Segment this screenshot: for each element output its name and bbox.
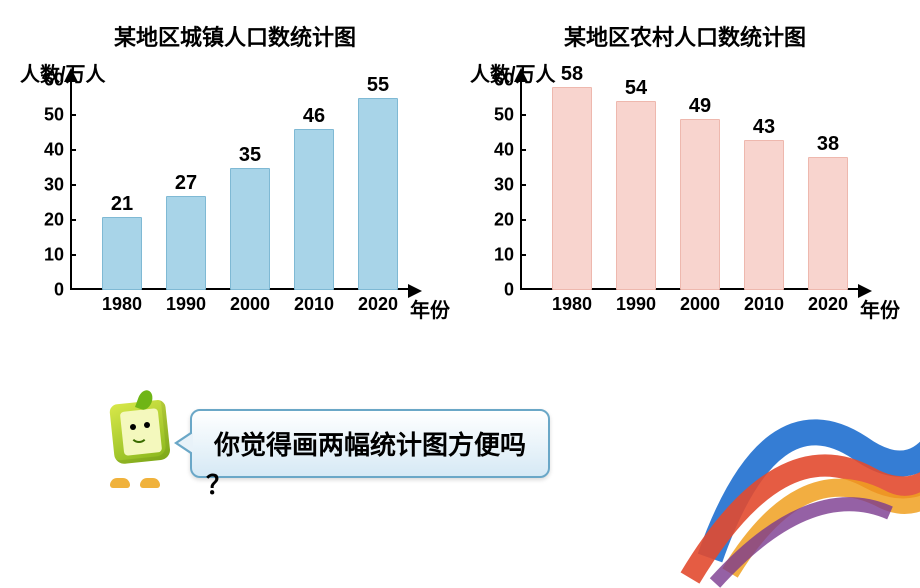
charts-row: 某地区城镇人口数统计图 人数/万人 2127354655 年份 01020304… (0, 0, 920, 330)
ytick-mark (520, 184, 526, 186)
ytick-label: 30 (474, 175, 514, 196)
xtick-label: 1990 (166, 294, 206, 315)
ytick-label: 60 (474, 70, 514, 91)
ytick-label: 60 (24, 70, 64, 91)
bar: 46 (294, 129, 334, 290)
bar-value: 58 (561, 63, 583, 86)
ytick-mark (520, 149, 526, 151)
ytick-label: 30 (24, 175, 64, 196)
bar: 21 (102, 217, 142, 291)
bar-value: 38 (817, 133, 839, 156)
speech-row: 你觉得画两幅统计图方便吗 ？ (100, 398, 550, 488)
xtick-label: 2010 (294, 294, 334, 315)
xtick-label: 2010 (744, 294, 784, 315)
xtick-label: 2000 (680, 294, 720, 315)
x-axis-label: 年份 (860, 294, 900, 323)
bar-value: 46 (303, 105, 325, 128)
decorative-swirl-icon (660, 328, 920, 588)
bar-value: 54 (625, 77, 647, 100)
bar-value: 21 (111, 193, 133, 216)
bar: 54 (616, 101, 656, 290)
urban-bars-container: 2127354655 (70, 80, 410, 290)
bar: 35 (230, 168, 270, 291)
bar-value: 35 (239, 144, 261, 167)
ytick-mark (520, 254, 526, 256)
ytick-mark (520, 219, 526, 221)
rural-chart-area: 5854494338 年份 0102030405060 198019902000… (480, 60, 900, 330)
bar: 43 (744, 140, 784, 291)
bar: 58 (552, 87, 592, 290)
bar-value: 27 (175, 172, 197, 195)
bar-value: 55 (367, 74, 389, 97)
ytick-label: 10 (474, 245, 514, 266)
bar: 27 (166, 196, 206, 291)
xtick-label: 2020 (358, 294, 398, 315)
ytick-label: 0 (474, 280, 514, 301)
speech-text: 你觉得画两幅统计图方便吗 (214, 430, 526, 460)
ytick-mark (520, 114, 526, 116)
chart-title: 某地区城镇人口数统计图 (20, 20, 450, 52)
ytick-label: 10 (24, 245, 64, 266)
xtick-label: 1980 (102, 294, 142, 315)
xtick-label: 2000 (230, 294, 270, 315)
rural-chart-panel: 某地区农村人口数统计图 人数/万人 5854494338 年份 01020304… (470, 20, 900, 330)
ytick-label: 50 (474, 105, 514, 126)
bar: 49 (680, 119, 720, 291)
mascot-icon (100, 398, 180, 488)
ytick-mark (70, 114, 76, 116)
xtick-label: 1980 (552, 294, 592, 315)
ytick-label: 40 (24, 140, 64, 161)
bar: 55 (358, 98, 398, 291)
bar-value: 49 (689, 95, 711, 118)
x-axis-label: 年份 (410, 294, 450, 323)
ytick-label: 20 (24, 210, 64, 231)
bar-value: 43 (753, 116, 775, 139)
ytick-mark (70, 254, 76, 256)
rural-bars-container: 5854494338 (520, 80, 860, 290)
ytick-mark (70, 149, 76, 151)
ytick-label: 0 (24, 280, 64, 301)
ytick-mark (70, 184, 76, 186)
ytick-label: 20 (474, 210, 514, 231)
chart-title: 某地区农村人口数统计图 (470, 20, 900, 52)
speech-bubble: 你觉得画两幅统计图方便吗 ？ (190, 409, 550, 478)
xtick-label: 2020 (808, 294, 848, 315)
urban-chart-panel: 某地区城镇人口数统计图 人数/万人 2127354655 年份 01020304… (20, 20, 450, 330)
ytick-mark (70, 79, 76, 81)
ytick-mark (520, 79, 526, 81)
xtick-label: 1990 (616, 294, 656, 315)
bar: 38 (808, 157, 848, 290)
urban-chart-area: 2127354655 年份 0102030405060 198019902000… (30, 60, 450, 330)
ytick-mark (70, 219, 76, 221)
speech-question-mark: ？ (206, 465, 232, 502)
ytick-label: 40 (474, 140, 514, 161)
ytick-label: 50 (24, 105, 64, 126)
